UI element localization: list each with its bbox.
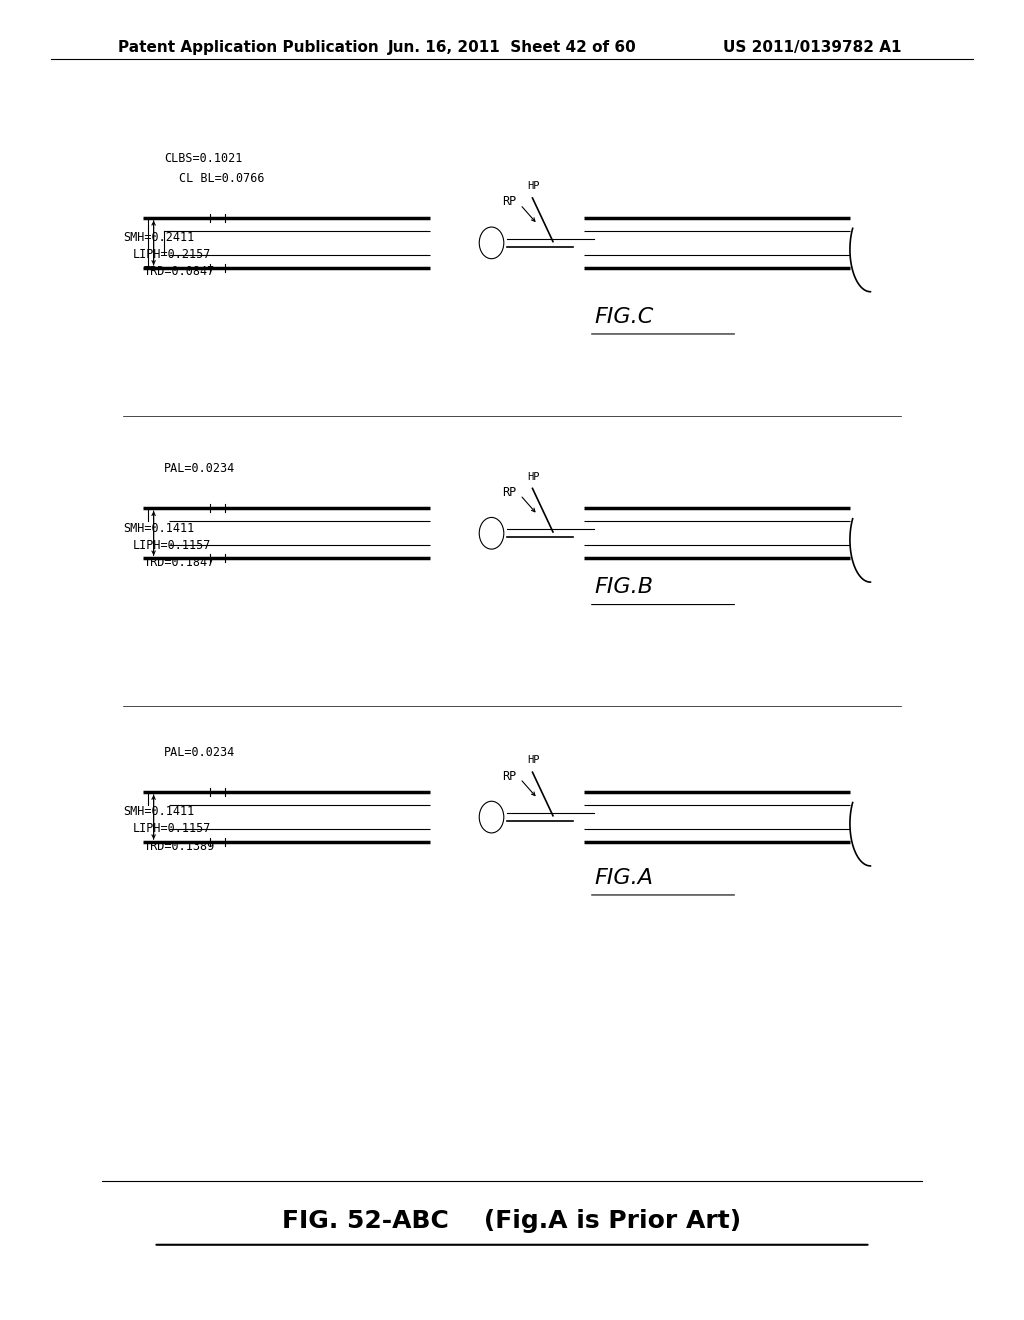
Text: RP: RP (502, 486, 516, 499)
Text: RP: RP (502, 195, 516, 209)
Text: HP: HP (527, 471, 540, 482)
Text: TRD=0.0847: TRD=0.0847 (143, 265, 215, 279)
Text: TRD=0.1389: TRD=0.1389 (143, 840, 215, 853)
Text: CLBS=0.1021: CLBS=0.1021 (164, 152, 243, 165)
Text: Jun. 16, 2011  Sheet 42 of 60: Jun. 16, 2011 Sheet 42 of 60 (388, 40, 636, 55)
Text: RP: RP (502, 770, 516, 783)
Text: CL BL=0.0766: CL BL=0.0766 (179, 172, 264, 185)
Text: SMH=0.2411: SMH=0.2411 (123, 231, 195, 244)
Text: SMH=0.1411: SMH=0.1411 (123, 805, 195, 818)
Text: SMH=0.1411: SMH=0.1411 (123, 521, 195, 535)
Text: Patent Application Publication: Patent Application Publication (118, 40, 379, 55)
Text: LIPH=0.2157: LIPH=0.2157 (133, 248, 212, 261)
Text: PAL=0.0234: PAL=0.0234 (164, 462, 236, 475)
Text: PAL=0.0234: PAL=0.0234 (164, 746, 236, 759)
Text: US 2011/0139782 A1: US 2011/0139782 A1 (723, 40, 901, 55)
Text: FIG. 52-ABC    (Fig.A is Prior Art): FIG. 52-ABC (Fig.A is Prior Art) (283, 1209, 741, 1233)
Text: FIG.A: FIG.A (594, 867, 653, 888)
Text: LIPH=0.1157: LIPH=0.1157 (133, 822, 212, 836)
Text: HP: HP (527, 181, 540, 191)
Text: LIPH=0.1157: LIPH=0.1157 (133, 539, 212, 552)
Text: TRD=0.1847: TRD=0.1847 (143, 556, 215, 569)
Text: FIG.B: FIG.B (594, 577, 653, 598)
Text: HP: HP (527, 755, 540, 766)
Text: FIG.C: FIG.C (594, 306, 653, 327)
